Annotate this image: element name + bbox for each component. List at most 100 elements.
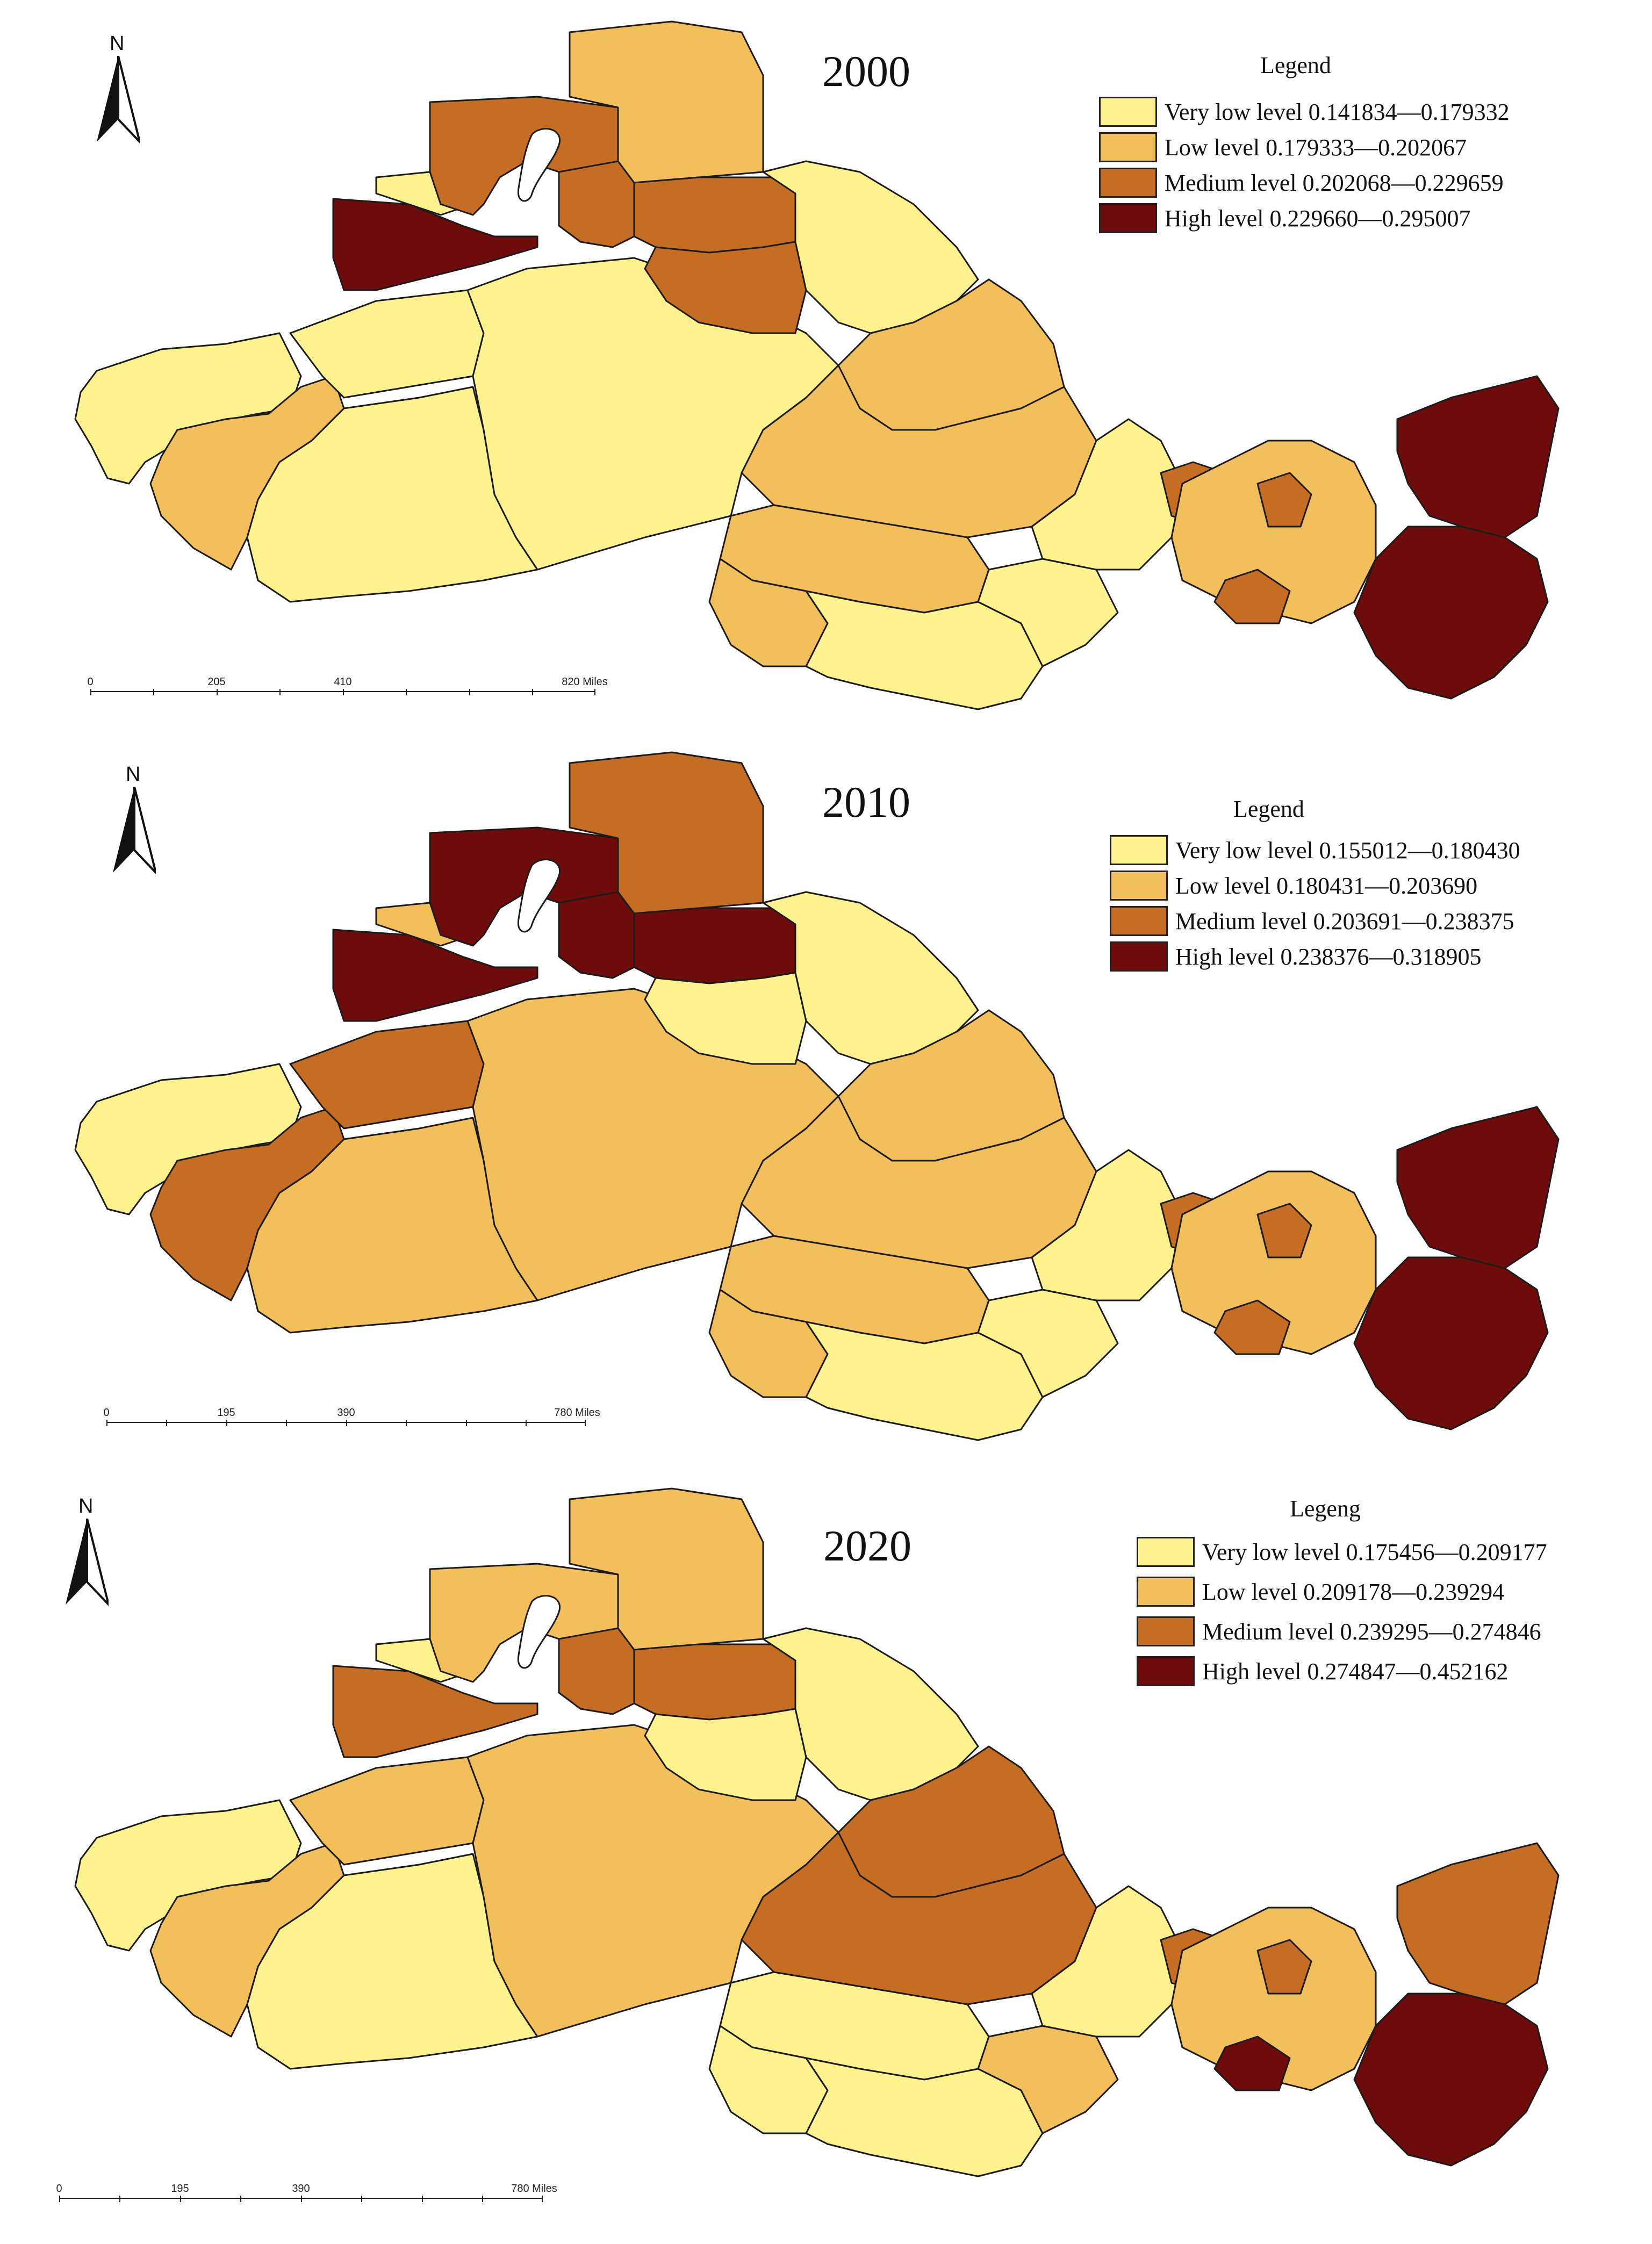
scale-label: 780 Miles [554, 1407, 600, 1419]
map-panel-2020: N 2020 Legeng Very low level 0.175456—0.… [0, 1467, 1652, 2244]
legend-title: Legend [1260, 52, 1331, 78]
map-region-east-small-med [1213, 569, 1291, 624]
legend-item-very-low: Very low level 0.175456—0.209177 [1137, 1537, 1547, 1567]
map-panel-2000: N 2000 Legend Very low level 0.141834—0.… [0, 0, 1652, 731]
legend-swatch [1110, 906, 1168, 936]
legend-item-very-low: Very low level 0.141834—0.179332 [1099, 97, 1510, 127]
map-region-s-belt [805, 590, 1044, 710]
map-region-n-east [633, 176, 796, 254]
legend-swatch [1110, 835, 1168, 865]
legend-item-medium: Medium level 0.202068—0.229659 [1099, 168, 1504, 198]
map-region-n-mid [644, 241, 807, 334]
scale-label: 390 [337, 1407, 355, 1419]
legend-item-medium: Medium level 0.239295—0.274846 [1137, 1616, 1541, 1646]
map-year: 2010 [822, 778, 910, 826]
choropleth-map [74, 751, 1560, 1441]
map-year: 2000 [822, 47, 910, 96]
legend-title: Legend [1233, 796, 1304, 822]
north-label: N [126, 763, 141, 786]
legend-swatch [1099, 203, 1157, 233]
scale-label: 0 [56, 2183, 62, 2195]
legend-label: Medium level 0.202068—0.229659 [1165, 169, 1504, 196]
map-region-east-lower [1353, 1993, 1549, 2167]
legend-label: Very low level 0.141834—0.179332 [1165, 98, 1510, 125]
map-region-nw-maroon [332, 198, 538, 291]
north-label: N [78, 1495, 94, 1517]
map-region-east-low-mix [1170, 440, 1377, 624]
legend-swatch [1110, 871, 1168, 901]
map-region-east-small-med [1213, 2036, 1291, 2091]
map-region-n-mid [644, 972, 807, 1065]
map-panel-2010: N 2010 Legend Very low level 0.155012—0.… [0, 731, 1652, 1467]
legend-title: Legeng [1290, 1495, 1361, 1522]
scale-label: 205 [207, 676, 226, 688]
map-region-n-lake-east [558, 160, 635, 248]
scale-label: 390 [292, 2183, 310, 2195]
scale-label: 820 Miles [562, 676, 608, 688]
legend-swatch [1137, 1616, 1195, 1646]
legend-swatch [1137, 1577, 1195, 1607]
map-region-east-lower [1353, 526, 1549, 700]
legend-item-high: High level 0.229660—0.295007 [1099, 203, 1471, 233]
map-region-east-medium-b [1256, 1939, 1312, 1995]
legend-label: Medium level 0.239295—0.274846 [1202, 1618, 1541, 1645]
lake-icon [517, 1595, 561, 1669]
north-label: N [110, 32, 125, 55]
legend-item-low: Low level 0.209178—0.239294 [1137, 1577, 1504, 1607]
scale-label: 780 Miles [511, 2183, 557, 2195]
map-region-east-small-med [1213, 1299, 1291, 1355]
legend-label: Medium level 0.203691—0.238375 [1175, 908, 1514, 934]
map-year: 2020 [823, 1521, 911, 1570]
scale-label: 195 [171, 2183, 189, 2195]
legend-swatch [1137, 1656, 1195, 1686]
map-region-n-east [633, 907, 796, 984]
map-region-east-far [1396, 375, 1560, 538]
legend-item-low: Low level 0.180431—0.203690 [1110, 871, 1477, 901]
choropleth-map [74, 1487, 1560, 2177]
legend-swatch [1099, 132, 1157, 162]
legend-label: High level 0.238376—0.318905 [1175, 943, 1482, 970]
legend-item-medium: Medium level 0.203691—0.238375 [1110, 906, 1514, 936]
scale-label: 0 [103, 1407, 110, 1419]
scale-label: 195 [217, 1407, 235, 1419]
map-region-east-low-mix [1170, 1907, 1377, 2091]
scale-bar: 0 205 410 820 Miles [87, 676, 608, 710]
legend-label: Very low level 0.155012—0.180430 [1175, 837, 1520, 864]
map-region-east-lower [1353, 1256, 1549, 1430]
map-region-east-low-mix [1170, 1170, 1377, 1355]
map-region-s-belt [805, 2057, 1044, 2177]
legend-swatch [1099, 97, 1157, 127]
legend-item-low: Low level 0.179333—0.202067 [1099, 132, 1467, 162]
scale-bar: 0 195 390 780 Miles [56, 2183, 557, 2217]
legend-swatch [1110, 941, 1168, 972]
scale-bar: 0 195 390 780 Miles [103, 1407, 600, 1441]
lake-icon [517, 128, 561, 202]
lake-icon [517, 859, 561, 933]
scale-label: 0 [87, 676, 94, 688]
map-region-nw-maroon [332, 929, 538, 1022]
scale-label: 410 [334, 676, 352, 688]
legend-label: High level 0.274847—0.452162 [1202, 1658, 1509, 1685]
choropleth-map [74, 20, 1560, 710]
map-region-east-far [1396, 1842, 1560, 2005]
legend-swatch [1099, 168, 1157, 198]
map-region-s-east-pocket [977, 1289, 1119, 1398]
map-region-n-mid [644, 1708, 807, 1801]
map-region-s-east-pocket [977, 558, 1119, 667]
legend-label: Very low level 0.175456—0.209177 [1202, 1538, 1547, 1565]
map-region-n-lake-east [558, 891, 635, 979]
map-region-nw-maroon [332, 1665, 538, 1758]
legend-label: High level 0.229660—0.295007 [1165, 205, 1471, 232]
map-region-n-lake-east [558, 1627, 635, 1715]
map-region-n-east [633, 1643, 796, 1721]
legend-label: Low level 0.180431—0.203690 [1175, 872, 1478, 899]
map-region-east-medium-b [1256, 1203, 1312, 1258]
map-region-s-belt [805, 1321, 1044, 1441]
legend-label: Low level 0.209178—0.239294 [1202, 1578, 1505, 1605]
legend-item-high: High level 0.238376—0.318905 [1110, 941, 1482, 972]
legend-item-very-low: Very low level 0.155012—0.180430 [1110, 835, 1520, 865]
legend-swatch [1137, 1537, 1195, 1567]
legend-label: Low level 0.179333—0.202067 [1165, 134, 1467, 161]
map-region-east-far [1396, 1106, 1560, 1269]
legend-item-high: High level 0.274847—0.452162 [1137, 1656, 1509, 1686]
